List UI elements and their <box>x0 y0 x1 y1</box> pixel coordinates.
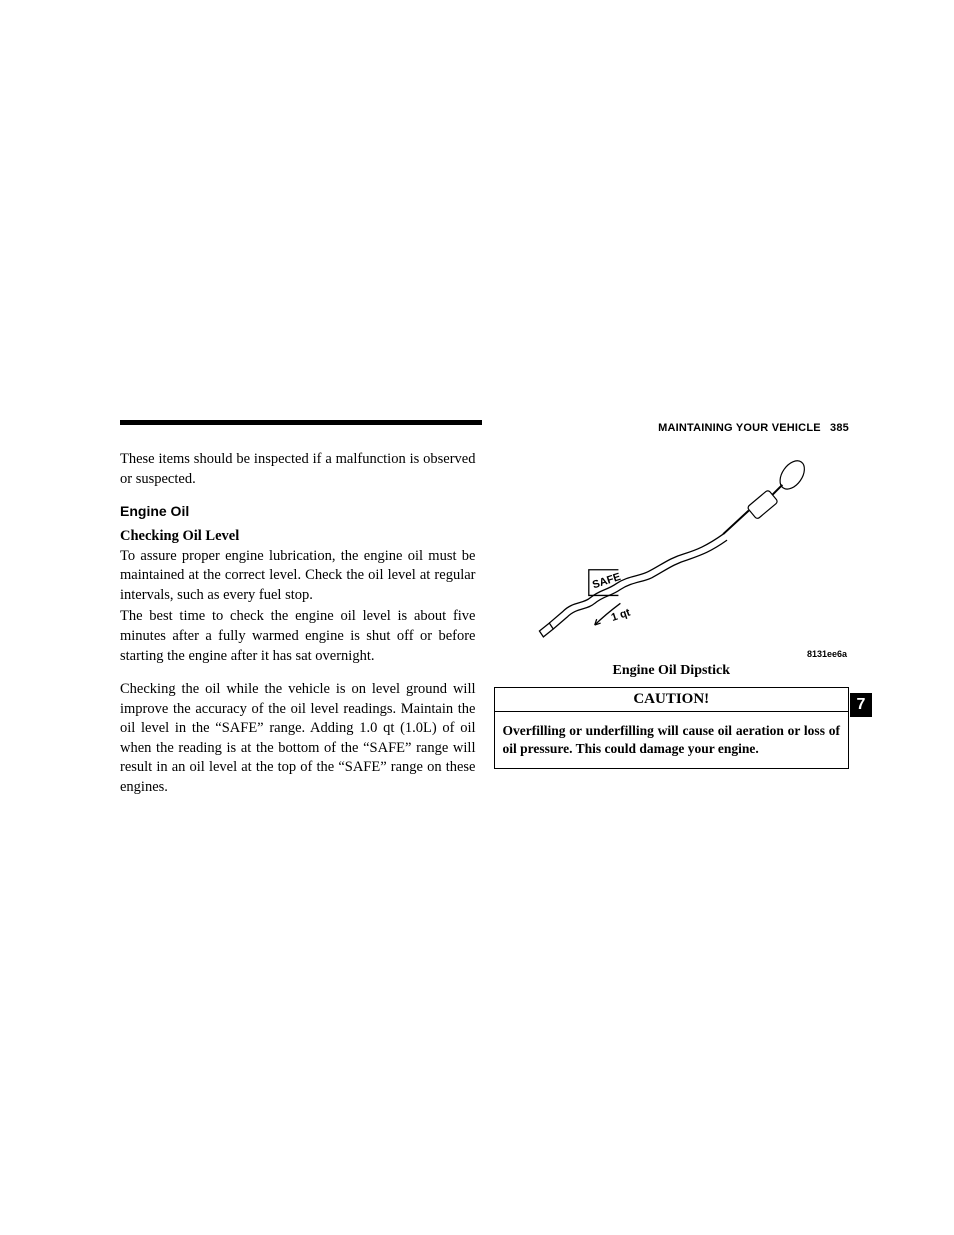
paragraph-3: Checking the oil while the vehicle is on… <box>120 680 476 797</box>
section-tab: 7 <box>850 693 872 717</box>
tab-number: 7 <box>857 696 866 714</box>
header-rule <box>120 420 482 425</box>
caution-title: CAUTION! <box>495 688 849 712</box>
paragraph-1: To assure proper engine lubrication, the… <box>120 548 476 603</box>
lead-in-paragraph: These items should be inspected if a mal… <box>120 450 476 489</box>
left-column: These items should be inspected if a mal… <box>120 450 476 811</box>
caution-body: Overfilling or underfilling will cause o… <box>495 712 849 768</box>
figure-code: 8131ee6a <box>494 649 850 659</box>
running-head: MAINTAINING YOUR VEHICLE 385 <box>658 422 849 434</box>
caution-box: CAUTION! Overfilling or underfilling wil… <box>494 687 850 769</box>
right-column: SAFE 1 qt 8131ee6a Engine Oil Dipstick C… <box>494 450 850 811</box>
page: MAINTAINING YOUR VEHICLE 385 These items… <box>0 0 954 1235</box>
subheading: Checking Oil Level <box>120 528 239 544</box>
columns: These items should be inspected if a mal… <box>120 450 849 811</box>
figure-caption: Engine Oil Dipstick <box>494 663 850 679</box>
section-title: MAINTAINING YOUR VEHICLE <box>658 422 821 434</box>
section-heading: Engine Oil <box>120 503 476 519</box>
page-number: 385 <box>830 422 849 434</box>
paragraph-2: The best time to check the engine oil le… <box>120 607 476 666</box>
dipstick-icon: SAFE 1 qt <box>494 450 850 650</box>
figure: SAFE 1 qt 8131ee6a Engine Oil Dipstick <box>494 450 850 679</box>
